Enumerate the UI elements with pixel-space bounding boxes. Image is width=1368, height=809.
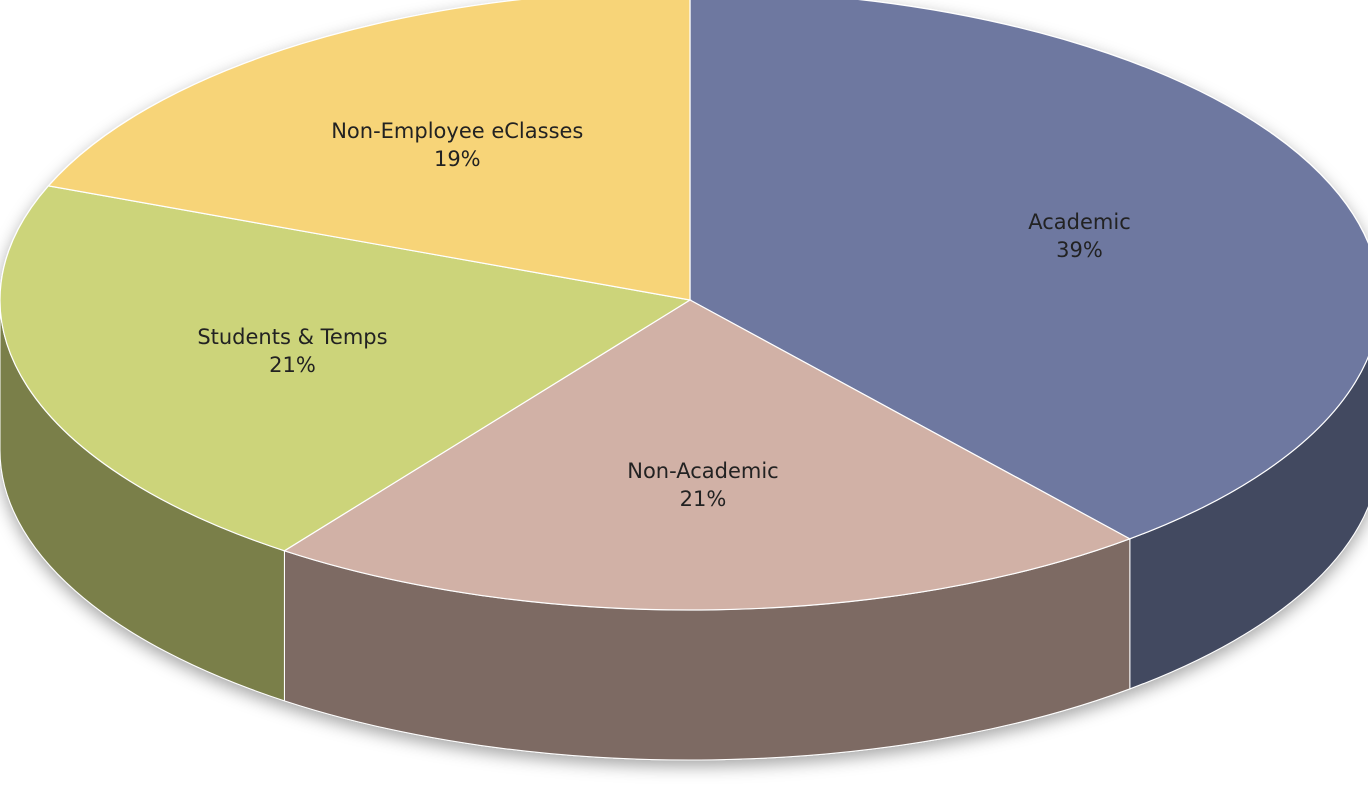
pie-slice — [0, 185, 692, 552]
slice-label: Students & Temps — [197, 325, 387, 349]
slice-value-label: 21% — [680, 487, 727, 511]
pie-slice — [283, 299, 1132, 611]
slice-value-label: 39% — [1056, 238, 1103, 262]
pie-slice — [47, 0, 691, 301]
slice-label: Non-Academic — [627, 459, 778, 483]
slice-label: Non-Employee eClasses — [331, 119, 583, 143]
slice-value-label: 21% — [269, 353, 316, 377]
pie-slice — [689, 0, 1368, 540]
slice-value-label: 19% — [434, 147, 481, 171]
slice-label: Academic — [1028, 210, 1131, 234]
pie — [0, 0, 1368, 761]
